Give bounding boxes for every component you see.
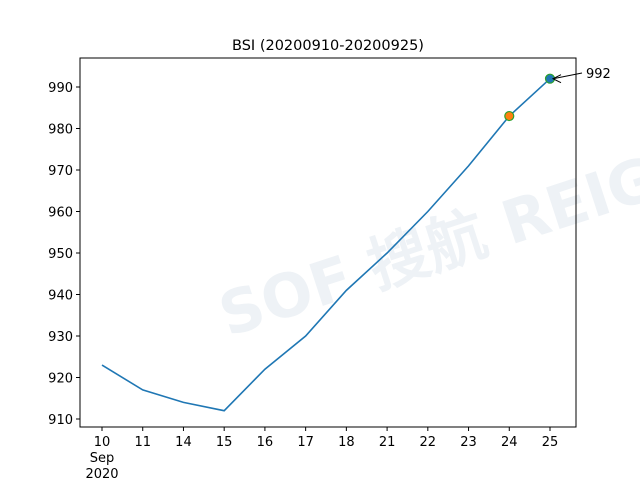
y-tick-label: 930 [48,330,73,345]
x-tick-label: 25 [542,435,559,450]
x-tick-label: 23 [460,435,477,450]
x-tick-label: 15 [216,435,233,450]
x-tick-label: 16 [257,435,274,450]
annotation-arrowhead [551,74,562,84]
y-tick-label: 990 [48,81,73,96]
x-tick-label: 21 [379,435,396,450]
x-tick-label: 22 [420,435,437,450]
chart-title: BSI (20200910-20200925) [232,38,424,54]
x-tick-label: 11 [134,435,151,450]
x-sublabel-year: 2020 [85,467,118,480]
y-tick-label: 970 [48,164,73,179]
x-tick-label: 14 [175,435,192,450]
x-tick-label: 17 [297,435,314,450]
annotation-label: 992 [586,67,611,82]
x-tick-label: 10 [94,435,111,450]
y-tick-label: 910 [48,413,73,428]
y-tick-label: 940 [48,289,73,304]
y-tick-label: 960 [48,206,73,221]
y-tick-label: 980 [48,123,73,138]
series-line [101,78,551,412]
x-sublabel-month: Sep [90,451,115,466]
data-marker-24 [504,110,515,122]
annotation-arrow [552,72,583,80]
y-tick-label: 920 [48,372,73,387]
x-tick-label: 18 [338,435,355,450]
x-tick-label: 24 [501,435,518,450]
y-tick-label: 950 [48,247,73,262]
axes-frame [79,57,577,428]
